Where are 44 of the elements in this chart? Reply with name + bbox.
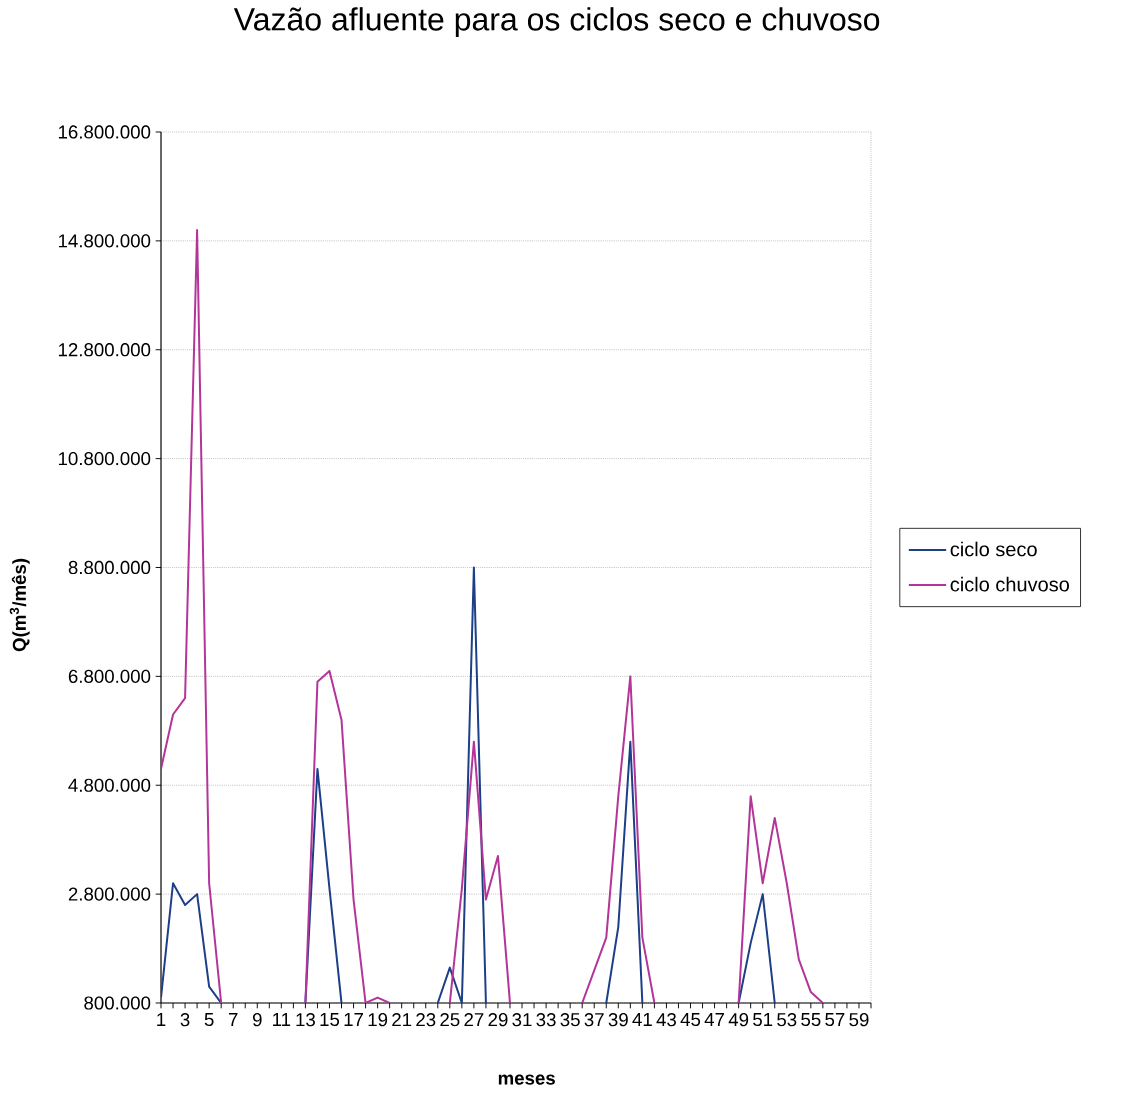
x-tick-label: 13 — [296, 1013, 315, 1027]
x-tick-label: 35 — [560, 1013, 580, 1027]
y-tick-label: 2.800.000 — [68, 887, 151, 901]
y-tick-label: 6.800.000 — [68, 669, 151, 683]
y-tick-label: 12.800.000 — [58, 343, 151, 357]
y-axis-title: Q(m$^{3}$/mês) — [9, 558, 30, 652]
x-tick-label: 23 — [416, 1013, 436, 1027]
y-tick-label: 4.800.000 — [68, 778, 151, 792]
x-tick-label: 53 — [777, 1013, 797, 1027]
x-tick-label: 37 — [584, 1013, 604, 1027]
x-tick-label: 29 — [488, 1013, 508, 1027]
x-tick-label: 9 — [252, 1013, 262, 1027]
x-tick-label: 19 — [368, 1013, 388, 1027]
x-tick-label: 11 — [273, 1013, 291, 1026]
y-tick-label: 10.800.000 — [58, 452, 151, 466]
x-axis-title: meses — [498, 1074, 555, 1085]
x-tick-label: 45 — [680, 1013, 701, 1027]
x-tick-label: 3 — [180, 1013, 190, 1027]
x-tick-label: 59 — [849, 1013, 869, 1027]
x-tick-label: 21 — [392, 1013, 412, 1027]
x-tick-label: 5 — [204, 1013, 214, 1027]
x-tick-label: 57 — [825, 1013, 845, 1027]
x-tick-label: 51 — [753, 1013, 773, 1027]
y-tick-label: 800.000 — [84, 996, 151, 1010]
x-tick-label: 15 — [320, 1013, 340, 1027]
x-tick-label: 55 — [801, 1013, 821, 1027]
x-tick-label: 49 — [728, 1013, 749, 1027]
x-tick-label: 1 — [157, 1013, 166, 1026]
x-tick-label: 7 — [228, 1013, 238, 1026]
x-tick-label: 27 — [464, 1013, 484, 1027]
x-tick-label: 33 — [536, 1013, 556, 1027]
x-tick-label: 17 — [344, 1013, 363, 1026]
legend-label: ciclo chuvoso — [950, 576, 1069, 592]
x-tick-label: 39 — [608, 1013, 628, 1027]
x-tick-label: 25 — [440, 1013, 460, 1027]
chart-title: Vazão afluente para os ciclos seco e chuvoso — [233, 7, 880, 37]
x-tick-label: 47 — [704, 1013, 725, 1026]
x-tick-label: 31 — [512, 1013, 532, 1027]
legend-label: ciclo seco — [950, 541, 1037, 557]
y-tick-label: 8.800.000 — [68, 560, 151, 575]
x-tick-label: 41 — [632, 1013, 652, 1026]
x-tick-label: 43 — [656, 1013, 676, 1027]
y-tick-label: 16.800.000 — [58, 125, 151, 139]
y-tick-label: 14.800.000 — [58, 234, 151, 248]
